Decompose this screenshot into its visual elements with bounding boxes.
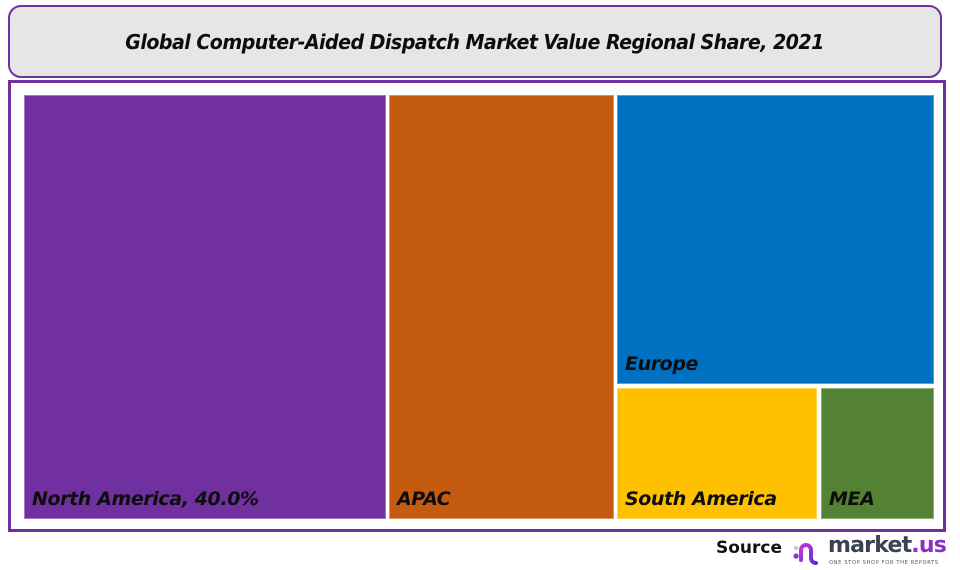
tile-europe: Europe [617,95,934,384]
logo-tagline: ONE STOP SHOP FOR THE REPORTS [829,560,939,566]
tile-label-mea: MEA [829,488,875,510]
treemap-frame: North America, 40.0% APAC Europe South A… [8,80,946,532]
tile-label-europe: Europe [625,353,699,375]
tile-label-south-america: South America [625,488,777,510]
market-us-logo: market.us ONE STOP SHOP FOR THE REPORTS [792,533,952,570]
tile-apac: APAC [389,95,614,519]
tile-north-america: North America, 40.0% [24,95,386,519]
source-label: Source [716,538,783,558]
tile-label-apac: APAC [397,488,451,510]
chart-title: Global Computer-Aided Dispatch Market Va… [125,29,825,54]
tile-mea: MEA [821,388,934,519]
chart-title-box: Global Computer-Aided Dispatch Market Va… [8,5,942,78]
tile-south-america: South America [617,388,817,519]
logo-word: market [828,533,912,558]
market-us-logo-icon [793,540,825,565]
logo-suffix: .us [911,533,947,558]
tile-label-north-america: North America, 40.0% [32,488,259,510]
